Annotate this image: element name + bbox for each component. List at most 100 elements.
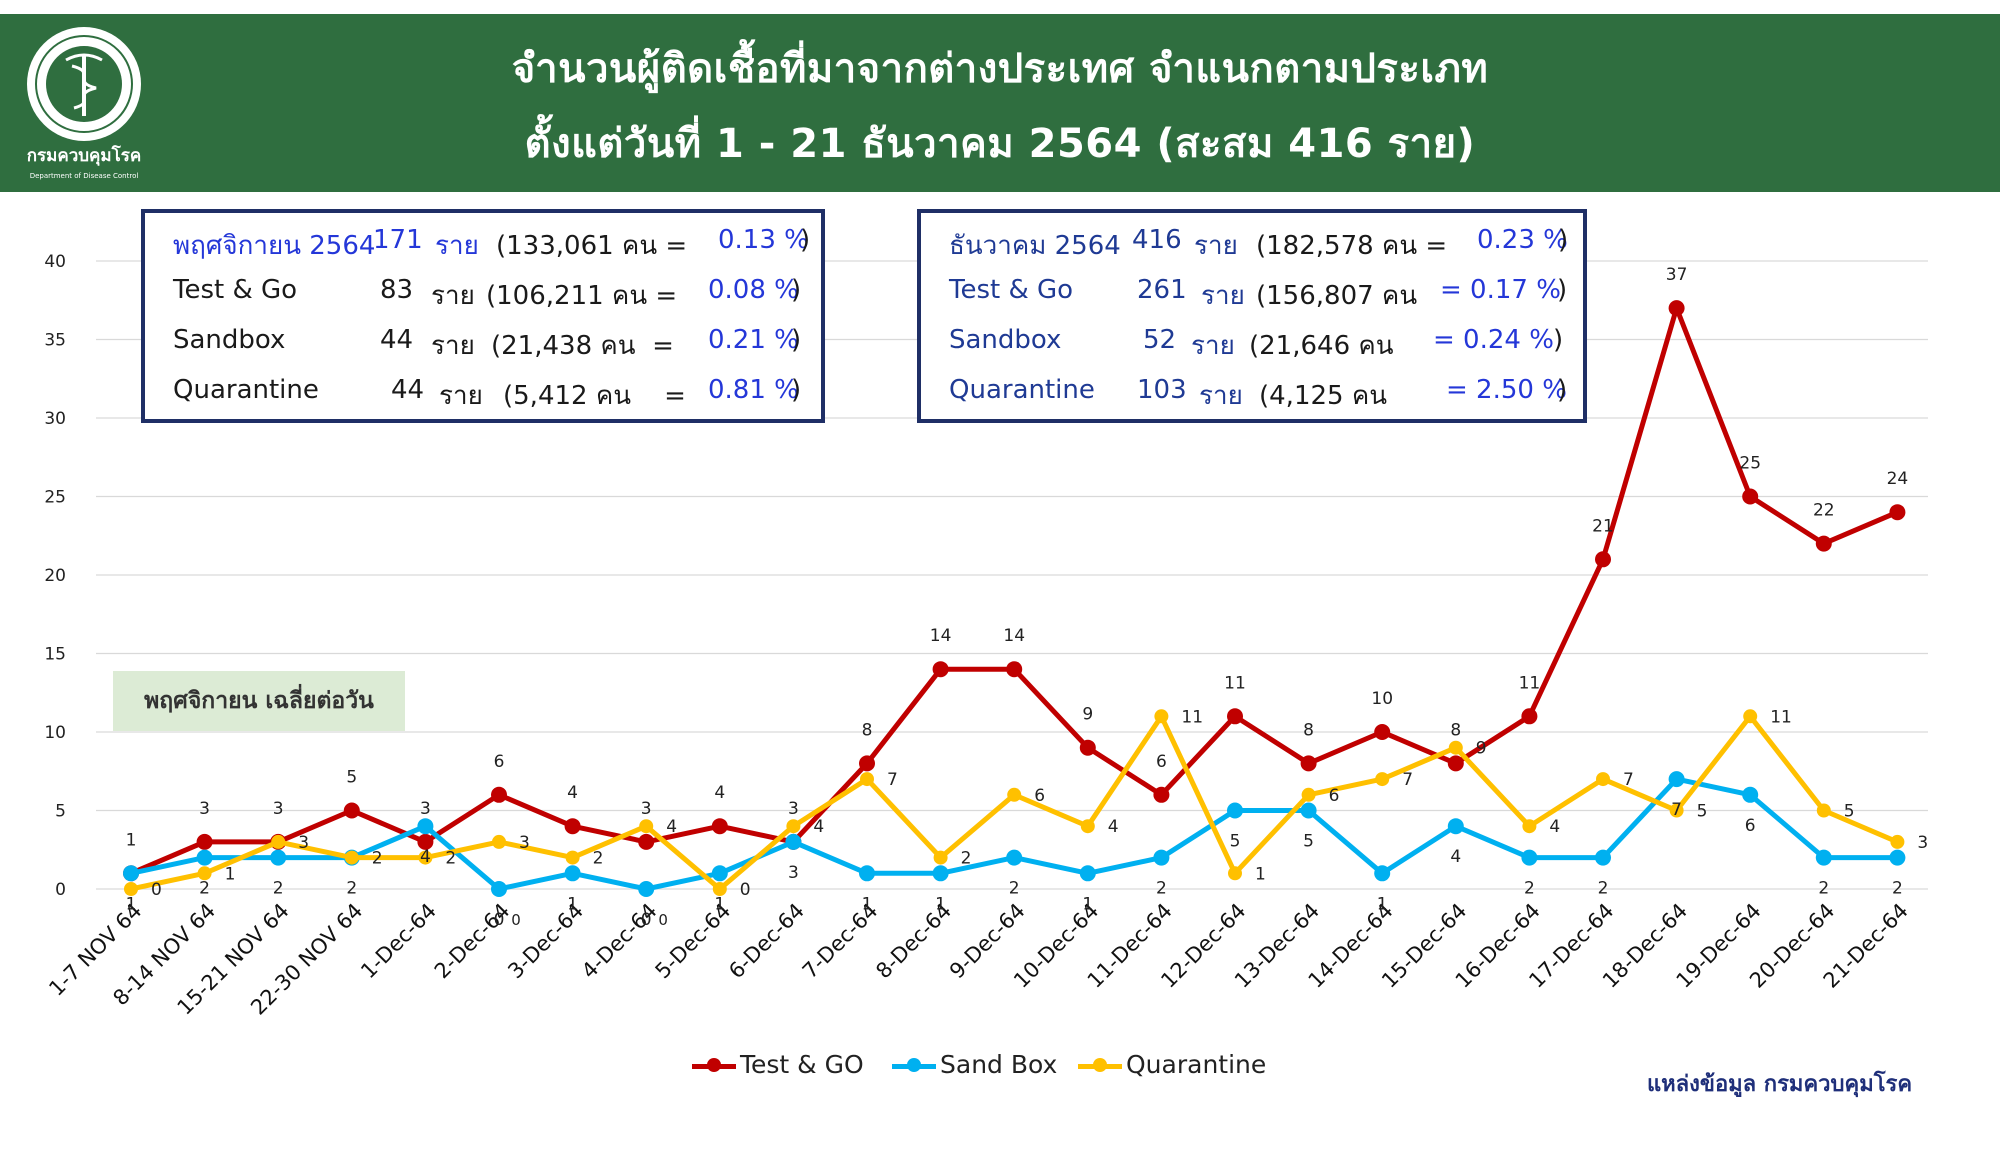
nov-row-quarantine: Quarantine 44 ราย (5,412 คน = 0.81 % ) — [173, 375, 801, 415]
data-label: 9 — [1082, 705, 1093, 725]
y-tick-label: 25 — [44, 488, 66, 508]
series-point-1 — [1006, 849, 1023, 866]
legend-marker-sandbox — [907, 1058, 921, 1072]
dec-quarantine-pop: (4,125 คน — [1259, 381, 1388, 411]
series-point-1 — [1815, 849, 1832, 866]
series-point-2 — [860, 772, 874, 787]
data-label: 3 — [199, 799, 210, 819]
series-point-1 — [711, 865, 728, 882]
data-label: 7 — [1623, 770, 1634, 790]
department-logo: กรมควบคุมโรค Department of Disease Contr… — [27, 27, 141, 180]
legend-item-test-go: Test & GO — [692, 1050, 864, 1080]
series-point-2 — [1080, 819, 1095, 834]
series-point-2 — [492, 834, 506, 849]
series-point-1 — [859, 865, 875, 882]
nov-testgo-percent: 0.08 % — [708, 275, 799, 305]
series-point-1 — [1079, 865, 1096, 882]
data-label: 0 — [740, 880, 751, 900]
nov-row-sandbox: Sandbox 44 ราย (21,438 คน = 0.21 % ) — [173, 325, 801, 365]
dec-sandbox-unit: ราย — [1191, 331, 1235, 361]
data-label: 0 — [641, 910, 652, 930]
nov-total-label: พฤศจิกายน 2564 — [173, 231, 376, 261]
dec-quarantine-close: ) — [1557, 375, 1568, 405]
logo-subtext: Department of Disease Control — [30, 172, 139, 180]
series-point-2 — [1596, 772, 1610, 787]
data-label: 3 — [298, 833, 309, 853]
dec-row-sandbox: Sandbox 52 ราย (21,646 คน = 0.24 % ) — [949, 325, 1563, 365]
data-label: 14 — [1003, 626, 1025, 646]
data-label: 2 — [1892, 879, 1903, 899]
series-point-2 — [1448, 740, 1463, 755]
series-point-1 — [1447, 818, 1464, 835]
series-point-2 — [344, 850, 359, 865]
x-tick-extra-mark: 0 — [658, 911, 668, 929]
data-label: 2 — [346, 879, 357, 899]
legend-marker-quarantine — [1093, 1058, 1107, 1072]
series-point-2 — [124, 882, 138, 896]
legend-label-sandbox: Sand Box — [940, 1050, 1058, 1079]
series-point-1 — [638, 881, 655, 897]
series-point-0 — [1595, 551, 1611, 568]
nov-quarantine-close: ) — [791, 375, 802, 405]
data-label: 6 — [1329, 786, 1340, 806]
dec-sandbox-percent: = 0.24 % — [1433, 325, 1554, 355]
x-tick-label: 6-Dec-64 — [724, 899, 809, 984]
dec-row-total: ธันวาคม 2564 416 ราย (182,578 คน = 0.23 … — [949, 225, 1568, 265]
nov-sandbox-close: ) — [791, 325, 802, 355]
data-label: 6 — [1156, 752, 1167, 772]
series-point-2 — [712, 882, 727, 896]
series-point-1 — [564, 865, 581, 882]
series-point-0 — [1447, 755, 1464, 772]
series-point-1 — [491, 881, 507, 897]
series-point-0 — [343, 802, 360, 819]
series-point-0 — [1668, 300, 1685, 317]
nov-total-pop: (133,061 คน = — [496, 231, 688, 261]
series-point-1 — [1742, 786, 1759, 803]
data-label: 14 — [930, 626, 952, 646]
series-point-2 — [1522, 819, 1537, 834]
nov-quarantine-unit: ราย — [439, 381, 483, 411]
data-label: 9 — [1476, 739, 1487, 759]
series-point-0 — [1227, 708, 1243, 725]
data-label: 3 — [273, 799, 284, 819]
dec-total-percent: 0.23 % — [1477, 225, 1568, 255]
data-label: 2 — [1818, 879, 1829, 899]
dec-quarantine-unit: ราย — [1199, 381, 1243, 411]
series-point-1 — [1153, 849, 1170, 866]
dec-testgo-unit: ราย — [1201, 281, 1245, 311]
data-label: 2 — [1524, 879, 1535, 899]
data-label: 1 — [1082, 894, 1093, 914]
data-label: 1 — [1255, 864, 1266, 884]
series-point-0 — [1815, 535, 1832, 552]
nov-total-percent: 0.13 % — [718, 225, 809, 255]
data-label: 2 — [199, 879, 210, 899]
series-point-0 — [196, 833, 213, 850]
legend-item-quarantine: Quarantine — [1078, 1050, 1266, 1080]
dec-total-unit: ราย — [1194, 231, 1238, 261]
data-label: 3 — [519, 833, 530, 853]
series-point-0 — [1153, 786, 1170, 803]
series-point-2 — [639, 819, 654, 834]
data-label: 5 — [346, 768, 357, 788]
data-label: 25 — [1739, 454, 1761, 474]
dec-total-label: ธันวาคม 2564 — [949, 231, 1121, 261]
dec-testgo-pop: (156,807 คน — [1256, 281, 1418, 311]
legend-item-sandbox: Sand Box — [892, 1050, 1057, 1080]
data-label: 1 — [862, 894, 873, 914]
november-average-label: พฤศจิกายน เฉลี่ยต่อวัน — [113, 671, 405, 731]
data-label: 2 — [961, 849, 972, 869]
data-label: 11 — [1519, 673, 1541, 693]
dec-row-quarantine: Quarantine 103 ราย (4,125 คน = 2.50 % ) — [949, 375, 1567, 415]
y-tick-label: 35 — [44, 331, 66, 351]
series-point-0 — [1521, 708, 1538, 725]
series-point-1 — [1595, 849, 1611, 866]
nov-sandbox-pop: (21,438 คน = — [491, 331, 674, 361]
series-point-2 — [1007, 787, 1022, 802]
dec-testgo-percent: = 0.17 % — [1440, 275, 1561, 305]
data-label: 3 — [788, 863, 799, 883]
nov-total-count: 171 — [373, 225, 423, 255]
series-point-2 — [933, 850, 948, 865]
data-label: 3 — [1917, 833, 1928, 853]
nov-quarantine-label: Quarantine — [173, 375, 319, 405]
nov-row-testgo: Test & Go 83 ราย (106,211 คน = 0.08 % ) — [173, 275, 801, 315]
